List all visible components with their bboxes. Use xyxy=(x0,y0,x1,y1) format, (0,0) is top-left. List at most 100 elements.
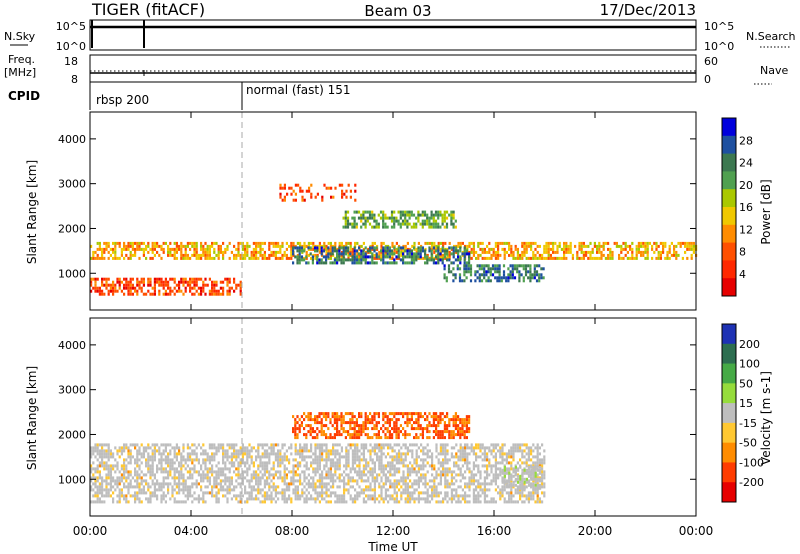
heatmap-cell xyxy=(340,497,343,501)
heatmap-cell xyxy=(153,283,156,287)
heatmap-cell xyxy=(142,485,145,489)
heatmap-cell xyxy=(510,479,513,483)
heatmap-cell xyxy=(642,253,645,257)
heatmap-cell xyxy=(338,241,341,245)
heatmap-cell xyxy=(266,470,269,474)
heatmap-cell xyxy=(263,491,266,495)
heatmap-cell xyxy=(347,433,350,437)
heatmap-cell xyxy=(437,491,440,495)
heatmap-cell xyxy=(131,241,134,245)
heatmap-cell xyxy=(303,497,306,501)
heatmap-cell xyxy=(530,256,533,260)
heatmap-cell xyxy=(503,500,506,504)
heatmap-cell xyxy=(474,279,477,283)
heatmap-cell xyxy=(500,276,503,280)
heatmap-cell xyxy=(334,500,337,504)
heatmap-cell xyxy=(162,497,165,501)
heatmap-cell xyxy=(136,494,139,498)
power-heatmap xyxy=(90,183,698,296)
heatmap-cell xyxy=(413,252,416,256)
heatmap-cell xyxy=(486,458,489,462)
heatmap-cell xyxy=(472,247,475,251)
heatmap-cell xyxy=(351,452,354,456)
heatmap-cell xyxy=(356,470,359,474)
heatmap-cell xyxy=(274,256,277,260)
heatmap-cell xyxy=(127,455,130,459)
heatmap-cell xyxy=(417,252,420,256)
heatmap-cell xyxy=(439,482,442,486)
heatmap-cell xyxy=(109,455,112,459)
station-title: TIGER (fitACF) xyxy=(91,0,205,19)
heatmap-cell xyxy=(463,252,466,256)
heatmap-cell xyxy=(173,446,176,450)
heatmap-cell xyxy=(96,497,99,501)
heatmap-cell xyxy=(524,267,528,271)
heatmap-cell xyxy=(175,467,178,471)
heatmap-cell xyxy=(417,415,420,419)
heatmap-cell xyxy=(384,497,387,501)
heatmap-cell xyxy=(413,470,416,474)
heatmap-cell xyxy=(349,427,352,431)
heatmap-cell xyxy=(514,465,517,469)
heatmap-cell xyxy=(423,213,427,217)
heatmap-cell xyxy=(356,446,359,450)
heatmap-cell xyxy=(485,270,488,274)
heatmap-cell xyxy=(486,452,489,456)
heatmap-cell xyxy=(362,424,365,428)
heatmap-cell xyxy=(373,482,376,486)
heatmap-cell xyxy=(380,427,383,431)
heatmap-cell xyxy=(386,225,389,229)
heatmap-cell xyxy=(331,415,334,419)
heatmap-cell xyxy=(487,264,490,268)
heatmap-cell xyxy=(523,244,526,248)
heatmap-cell xyxy=(309,424,312,428)
heatmap-cell xyxy=(527,256,530,260)
heatmap-cell xyxy=(362,443,365,447)
heatmap-cell xyxy=(507,273,510,277)
heatmap-cell xyxy=(224,455,227,459)
heatmap-cell xyxy=(402,412,405,416)
heatmap-cell xyxy=(362,470,365,474)
heatmap-cell xyxy=(330,195,333,199)
heatmap-cell xyxy=(395,485,398,489)
heatmap-cell xyxy=(279,458,282,462)
heatmap-cell xyxy=(543,256,546,260)
heatmap-cell xyxy=(646,247,649,251)
heatmap-cell xyxy=(118,277,121,281)
heatmap-cell xyxy=(244,461,247,465)
heatmap-cell xyxy=(101,449,104,453)
heatmap-cell xyxy=(371,213,374,217)
heatmap-cell xyxy=(237,500,240,504)
heatmap-cell xyxy=(503,474,506,478)
heatmap-cell xyxy=(585,253,588,257)
heatmap-cell xyxy=(395,219,398,223)
heatmap-cell xyxy=(344,436,347,440)
heatmap-cell xyxy=(437,452,440,456)
heatmap-cell xyxy=(483,256,486,260)
heatmap-cell xyxy=(318,241,321,245)
heatmap-cell xyxy=(263,500,266,504)
heatmap-cell xyxy=(217,467,220,471)
heatmap-cell xyxy=(422,446,425,450)
heatmap-cell xyxy=(393,261,396,265)
heatmap-cell xyxy=(96,476,99,480)
heatmap-cell xyxy=(169,464,172,468)
heatmap-cell xyxy=(167,283,170,287)
heatmap-cell xyxy=(450,213,453,217)
heatmap-cell xyxy=(465,276,468,280)
heatmap-cell xyxy=(206,479,209,483)
heatmap-cell xyxy=(281,198,284,202)
heatmap-cell xyxy=(255,476,258,480)
heatmap-cell xyxy=(391,433,394,437)
heatmap-cell xyxy=(347,258,350,262)
heatmap-cell xyxy=(415,436,418,440)
heatmap-cell xyxy=(399,222,402,226)
heatmap-cell xyxy=(373,433,376,437)
heatmap-cell xyxy=(134,443,137,447)
heatmap-cell xyxy=(507,267,510,271)
heatmap-cell xyxy=(112,289,115,293)
heatmap-cell xyxy=(169,289,172,293)
heatmap-cell xyxy=(281,491,284,495)
heatmap-cell xyxy=(244,485,247,489)
